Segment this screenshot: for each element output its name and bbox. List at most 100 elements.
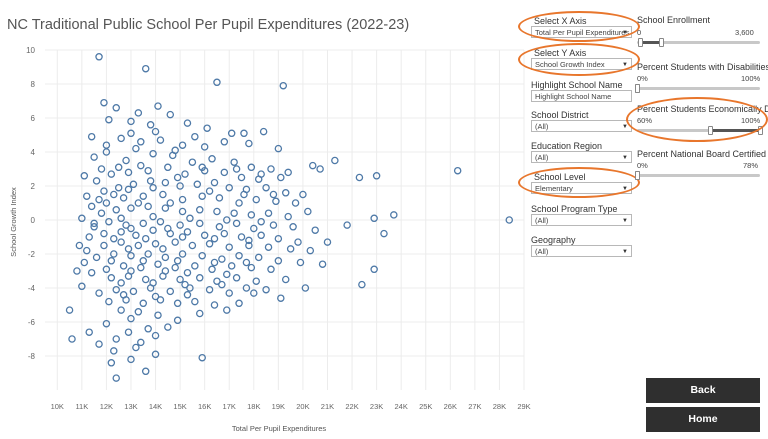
data-point[interactable] [102, 319, 111, 328]
data-point[interactable] [257, 231, 265, 240]
data-point[interactable] [281, 275, 290, 284]
data-point[interactable] [380, 229, 388, 238]
data-point[interactable] [176, 221, 184, 229]
data-point[interactable] [134, 199, 143, 207]
data-point[interactable] [134, 109, 143, 117]
data-point[interactable] [110, 234, 118, 243]
data-point[interactable] [205, 187, 214, 195]
data-point[interactable] [218, 280, 226, 289]
data-point[interactable] [92, 177, 101, 185]
data-point[interactable] [144, 325, 152, 333]
data-point[interactable] [173, 299, 182, 308]
data-point[interactable] [277, 294, 285, 302]
data-point[interactable] [242, 284, 251, 292]
data-point[interactable] [264, 243, 273, 251]
data-point[interactable] [134, 308, 143, 316]
data-point[interactable] [269, 190, 278, 199]
data-point[interactable] [149, 183, 157, 192]
data-point[interactable] [183, 228, 192, 236]
nbct-slider[interactable] [634, 171, 760, 180]
data-point[interactable] [188, 158, 197, 166]
data-point[interactable] [166, 287, 175, 296]
data-point[interactable] [114, 163, 123, 172]
data-point[interactable] [196, 274, 204, 282]
data-point[interactable] [144, 202, 152, 211]
data-point[interactable] [284, 212, 292, 221]
data-point[interactable] [269, 221, 278, 229]
data-point[interactable] [127, 267, 135, 275]
data-point[interactable] [272, 197, 280, 206]
data-point[interactable] [247, 263, 256, 272]
data-point[interactable] [137, 263, 145, 272]
data-point[interactable] [257, 170, 265, 178]
disabilities-slider[interactable] [634, 84, 760, 93]
data-point[interactable] [230, 209, 238, 217]
data-point[interactable] [196, 219, 204, 228]
data-point[interactable] [107, 359, 116, 367]
data-point[interactable] [95, 289, 103, 297]
program-dropdown[interactable]: (All) ▼ [531, 214, 632, 226]
data-point[interactable] [137, 161, 145, 170]
data-point[interactable] [97, 165, 106, 173]
data-point[interactable] [176, 182, 184, 190]
data-point[interactable] [102, 199, 111, 207]
data-point[interactable] [281, 189, 290, 197]
data-point[interactable] [78, 282, 86, 291]
data-point[interactable] [127, 251, 135, 260]
data-point[interactable] [254, 253, 263, 262]
data-point[interactable] [331, 156, 339, 165]
data-point[interactable] [306, 246, 315, 255]
data-point[interactable] [164, 323, 172, 331]
data-point[interactable] [146, 121, 155, 129]
data-point[interactable] [171, 238, 179, 246]
data-point[interactable] [196, 309, 204, 318]
data-point[interactable] [284, 168, 292, 177]
district-dropdown[interactable]: (All) ▼ [531, 120, 632, 132]
data-point[interactable] [156, 136, 165, 144]
data-point[interactable] [178, 250, 187, 258]
data-point[interactable] [355, 173, 364, 182]
data-point[interactable] [223, 216, 231, 224]
slider-handle[interactable] [634, 171, 640, 180]
data-point[interactable] [245, 241, 253, 250]
data-point[interactable] [161, 204, 170, 212]
geography-dropdown[interactable]: (All) ▼ [531, 245, 632, 257]
data-point[interactable] [220, 168, 229, 177]
data-point[interactable] [235, 251, 243, 260]
data-point[interactable] [156, 296, 165, 304]
data-point[interactable] [144, 250, 152, 258]
data-point[interactable] [117, 214, 125, 223]
data-point[interactable] [193, 180, 202, 189]
data-point[interactable] [83, 192, 91, 200]
data-point[interactable] [149, 149, 157, 158]
data-point[interactable] [198, 163, 206, 172]
data-point[interactable] [370, 265, 378, 274]
data-point[interactable] [213, 207, 221, 216]
data-point[interactable] [161, 253, 170, 262]
data-point[interactable] [208, 265, 216, 274]
data-point[interactable] [124, 168, 133, 177]
back-button[interactable]: Back [646, 378, 760, 403]
data-point[interactable] [100, 241, 108, 250]
data-point[interactable] [112, 104, 120, 112]
data-point[interactable] [68, 335, 76, 343]
data-point[interactable] [141, 234, 150, 243]
data-point[interactable] [173, 257, 182, 265]
data-point[interactable] [151, 292, 160, 301]
data-point[interactable] [296, 258, 305, 267]
data-point[interactable] [80, 258, 89, 267]
data-point[interactable] [112, 206, 120, 214]
data-point[interactable] [117, 238, 125, 246]
data-point[interactable] [227, 129, 236, 138]
data-point[interactable] [90, 223, 98, 231]
data-point[interactable] [250, 289, 258, 297]
data-point[interactable] [107, 274, 116, 282]
data-point[interactable] [274, 234, 283, 243]
data-point[interactable] [372, 172, 381, 180]
data-point[interactable] [370, 214, 378, 223]
data-point[interactable] [181, 280, 189, 289]
data-point[interactable] [95, 53, 103, 61]
data-point[interactable] [127, 117, 135, 126]
data-point[interactable] [247, 163, 256, 172]
data-point[interactable] [210, 178, 219, 187]
